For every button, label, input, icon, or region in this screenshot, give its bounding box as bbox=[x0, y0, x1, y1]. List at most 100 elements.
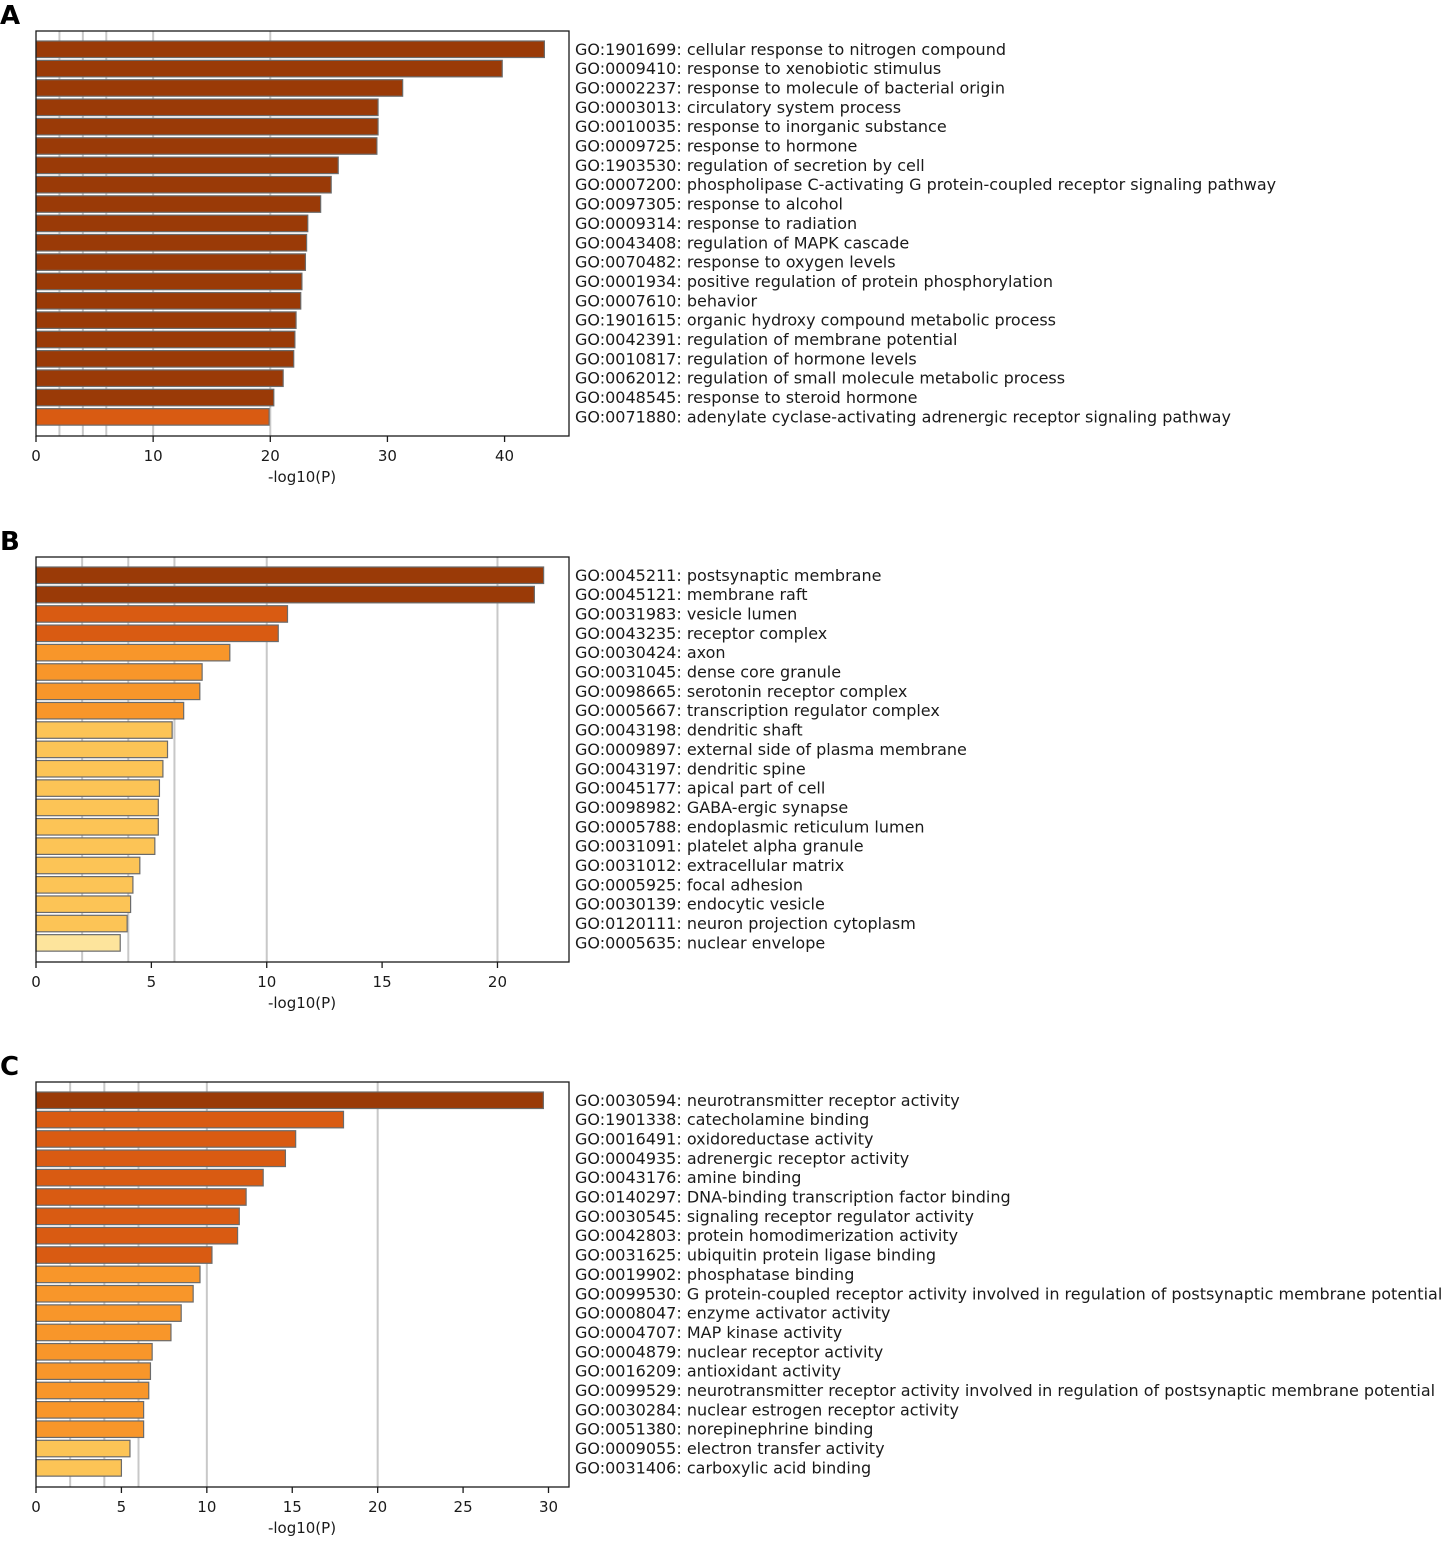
x-tick-label: 5 bbox=[147, 973, 157, 991]
bar bbox=[35, 1265, 201, 1284]
bar bbox=[35, 98, 379, 117]
category-label: GO:0098665: serotonin receptor complex bbox=[575, 682, 907, 701]
bar bbox=[35, 779, 161, 797]
bar bbox=[35, 914, 128, 933]
category-label: GO:0098982: GABA-ergic synapse bbox=[575, 798, 848, 817]
category-label: GO:1901338: catecholamine binding bbox=[575, 1110, 869, 1129]
category-label: GO:0009725: response to hormone bbox=[575, 137, 857, 156]
bar bbox=[35, 156, 339, 175]
category-label: GO:0031625: ubiquitin protein ligase bin… bbox=[575, 1246, 936, 1265]
bar bbox=[35, 1110, 345, 1129]
bar bbox=[35, 40, 545, 59]
x-tick-label: 15 bbox=[283, 1498, 302, 1516]
bar bbox=[35, 1284, 194, 1303]
bar bbox=[35, 798, 159, 817]
bar bbox=[35, 1304, 182, 1322]
bar bbox=[35, 214, 309, 233]
category-label: GO:0004935: adrenergic receptor activity bbox=[575, 1149, 909, 1168]
category-label: GO:0030545: signaling receptor regulator… bbox=[575, 1207, 974, 1226]
category-label: GO:0009055: electron transfer activity bbox=[575, 1439, 885, 1458]
x-tick-label: 10 bbox=[257, 973, 276, 991]
bar bbox=[35, 311, 297, 329]
panel-b-chart: B GO:0045211: postsynaptic membrane GO:004… bbox=[0, 527, 967, 1012]
bar bbox=[35, 759, 164, 778]
x-tick-label: 0 bbox=[31, 973, 41, 991]
category-label: GO:0045211: postsynaptic membrane bbox=[575, 566, 881, 585]
x-axis-label: -log10(P) bbox=[268, 1519, 336, 1537]
bar bbox=[35, 1168, 264, 1187]
category-label: GO:0030139: endocytic vesicle bbox=[575, 895, 825, 914]
bar bbox=[35, 1342, 153, 1361]
category-label: GO:0043408: regulation of MAPK cascade bbox=[575, 233, 909, 252]
category-label: GO:0031983: vesicle lumen bbox=[575, 604, 797, 623]
category-label: GO:0043235: receptor complex bbox=[575, 624, 827, 643]
panel-letter: A bbox=[0, 1, 20, 31]
bar bbox=[35, 721, 173, 739]
bar bbox=[35, 291, 302, 310]
bar bbox=[35, 663, 203, 681]
x-tick-label: 0 bbox=[31, 447, 41, 465]
bar bbox=[35, 79, 404, 97]
x-tick-label: 20 bbox=[261, 447, 280, 465]
category-label: GO:0016491: oxidoreductase activity bbox=[575, 1129, 873, 1148]
bar bbox=[35, 1362, 152, 1381]
bar bbox=[35, 740, 169, 759]
bar bbox=[35, 369, 284, 388]
x-tick-label: 0 bbox=[31, 1498, 41, 1516]
category-label: GO:0030594: neurotransmitter receptor ac… bbox=[575, 1091, 960, 1110]
category-label: GO:0051380: norepinephrine binding bbox=[575, 1420, 873, 1439]
x-tick-label: 5 bbox=[117, 1498, 127, 1516]
category-label: GO:0097305: response to alcohol bbox=[575, 195, 843, 214]
bar bbox=[35, 253, 307, 271]
category-label: GO:0005635: nuclear envelope bbox=[575, 933, 825, 952]
category-label: GO:0019902: phosphatase binding bbox=[575, 1265, 854, 1284]
category-label: GO:0045177: apical part of cell bbox=[575, 779, 825, 798]
bar bbox=[35, 175, 332, 194]
category-label: GO:0048545: response to steroid hormone bbox=[575, 388, 917, 407]
panel-a-chart: A GO:1901699: cellular response to nitrog… bbox=[0, 1, 1276, 486]
plot-frame bbox=[35, 1081, 570, 1488]
bar bbox=[35, 1420, 145, 1439]
bar bbox=[35, 1188, 247, 1206]
category-label: GO:0005925: focal adhesion bbox=[575, 875, 803, 894]
category-label: GO:0042391: regulation of membrane poten… bbox=[575, 330, 958, 349]
category-label: GO:0031045: dense core granule bbox=[575, 663, 841, 682]
x-tick-label: 30 bbox=[378, 447, 397, 465]
x-tick-label: 30 bbox=[539, 1498, 558, 1516]
plot-frame bbox=[35, 556, 570, 963]
category-label: GO:0070482: response to oxygen levels bbox=[575, 253, 896, 272]
bar bbox=[35, 117, 379, 136]
bar bbox=[35, 837, 156, 856]
bar bbox=[35, 195, 322, 213]
bar bbox=[35, 643, 231, 662]
category-label: GO:0004879: nuclear receptor activity bbox=[575, 1342, 883, 1361]
category-label: GO:0002237: response to molecule of bact… bbox=[575, 78, 1005, 97]
bar bbox=[35, 388, 275, 407]
bar bbox=[35, 1459, 123, 1477]
bar bbox=[35, 817, 159, 836]
category-label: GO:0099530: G protein-coupled receptor a… bbox=[575, 1284, 1442, 1303]
category-label: GO:0009897: external side of plasma memb… bbox=[575, 740, 967, 759]
panel-letter: B bbox=[0, 527, 20, 557]
category-label: GO:0003013: circulatory system process bbox=[575, 98, 901, 117]
plot-frame bbox=[35, 30, 570, 437]
bar bbox=[35, 585, 535, 604]
category-label: GO:0120111: neuron projection cytoplasm bbox=[575, 914, 916, 933]
category-label: GO:0099529: neurotransmitter receptor ac… bbox=[575, 1381, 1435, 1400]
category-label: GO:0005788: endoplasmic reticulum lumen bbox=[575, 817, 925, 836]
category-label: GO:0030284: nuclear estrogen receptor ac… bbox=[575, 1400, 959, 1419]
bar bbox=[35, 934, 121, 952]
bar bbox=[35, 895, 132, 914]
x-tick-label: 15 bbox=[373, 973, 392, 991]
category-label: GO:0071880: adenylate cyclase-activating… bbox=[575, 407, 1231, 426]
category-label: GO:0031091: platelet alpha granule bbox=[575, 837, 864, 856]
bar bbox=[35, 1130, 297, 1148]
bar bbox=[35, 1149, 287, 1168]
category-label: GO:0007610: behavior bbox=[575, 291, 757, 310]
bar bbox=[35, 350, 295, 368]
bar bbox=[35, 137, 378, 155]
category-label: GO:0062012: regulation of small molecule… bbox=[575, 369, 1065, 388]
category-label: GO:1903530: regulation of secretion by c… bbox=[575, 156, 925, 175]
bar bbox=[35, 330, 296, 349]
